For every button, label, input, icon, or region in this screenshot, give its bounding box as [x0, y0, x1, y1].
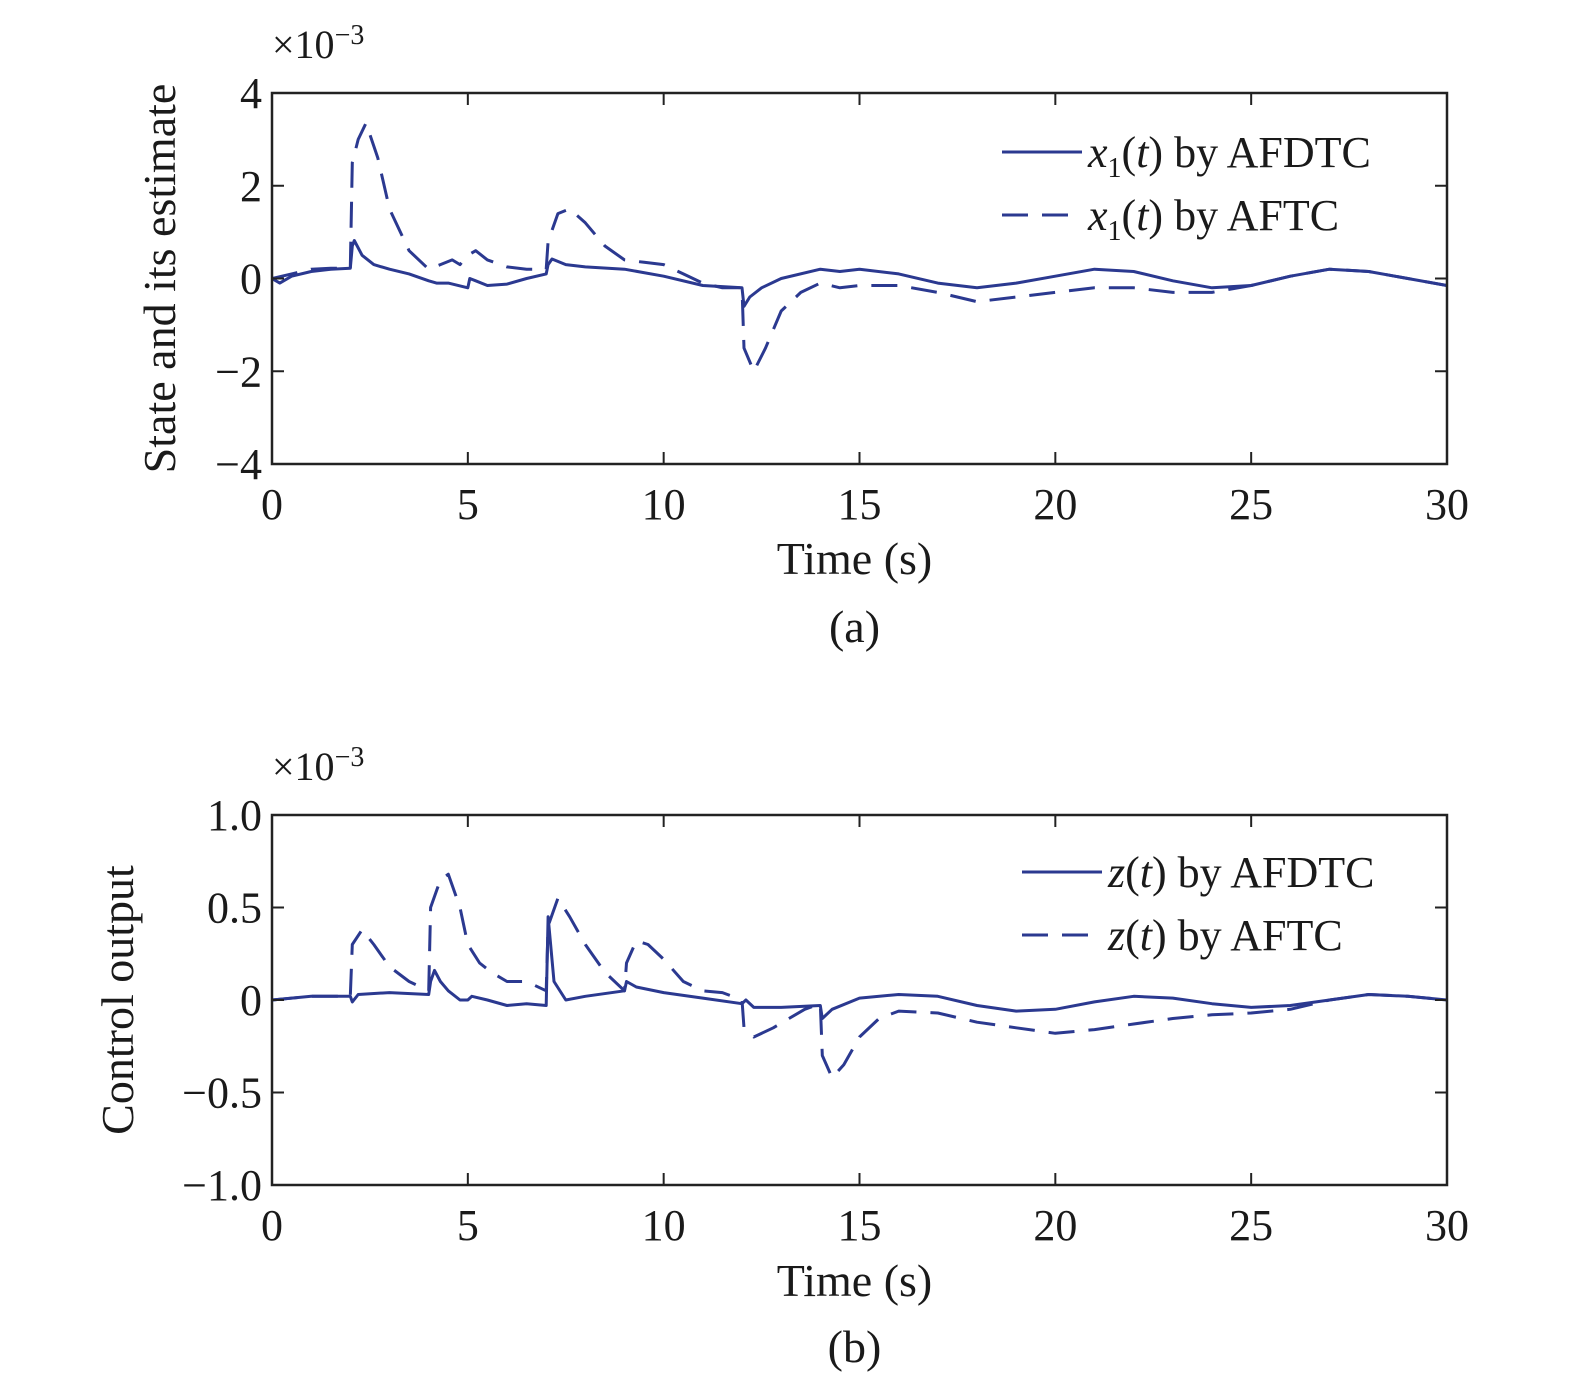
y-multiplier-base: ×10: [272, 744, 335, 789]
chart-panel-1: 0 5 10 15 20 25 30 −4 −2 0 2 4×10−3 State and its es…: [134, 20, 1469, 652]
legend-var: x: [1087, 191, 1108, 240]
legend-sub: 1: [1108, 216, 1122, 247]
y-tick-label: 4: [240, 69, 262, 118]
chart-panel-2: 0 5 10 15 20 25 30 −1.0 −0.5 0 0.5 1.0×10−3 Control …: [92, 742, 1469, 1372]
x-axis-label: Time (s): [777, 1255, 933, 1306]
x-tick-label: 30: [1425, 1201, 1469, 1250]
legend-arg: t: [1136, 191, 1150, 240]
legend-paren: (: [1125, 848, 1140, 897]
legend-paren: (: [1122, 128, 1137, 177]
legend-suffix: ) by AFDTC: [1152, 848, 1374, 897]
legend-var: x: [1087, 128, 1108, 177]
x-axis-label: Time (s): [777, 533, 933, 584]
legend-arg: t: [1140, 848, 1154, 897]
legend-suffix: ) by AFTC: [1148, 191, 1339, 240]
series-line-aftc: [272, 872, 1447, 1080]
series-line-afdtc: [272, 239, 1447, 308]
legend-entry: z(t) by AFTC: [1107, 911, 1343, 960]
y-multiplier: ×10−3: [272, 742, 364, 789]
x-tick-label: 15: [838, 1201, 882, 1250]
y-tick-label: 0.5: [207, 884, 262, 933]
y-tick-label: 0: [240, 976, 262, 1025]
panel-caption: (a): [829, 601, 880, 652]
x-tick-label: 20: [1033, 1201, 1077, 1250]
legend-paren: (: [1125, 911, 1140, 960]
y-multiplier: ×10−3: [272, 20, 364, 67]
legend-entry: z(t) by AFDTC: [1107, 848, 1375, 897]
y-multiplier-base: ×10: [272, 22, 335, 67]
series-line-afdtc: [272, 915, 1447, 1020]
x-tick-label: 10: [642, 1201, 686, 1250]
x-tick-label: 10: [642, 480, 686, 529]
y-tick-label: −0.5: [182, 1069, 262, 1118]
y-multiplier-exp: −3: [335, 742, 365, 773]
legend-entry: x1(t) by AFDTC: [1087, 128, 1371, 184]
y-tick-label: 1.0: [207, 791, 262, 840]
legend-suffix: ) by AFDTC: [1148, 128, 1370, 177]
x-tick-label: 15: [838, 480, 882, 529]
y-tick-label: 2: [240, 162, 262, 211]
y-axis-label: Control output: [92, 865, 143, 1135]
legend-var: z: [1107, 911, 1125, 960]
x-tick-label: 25: [1229, 480, 1273, 529]
y-axis-label: State and its estimate: [134, 84, 185, 474]
x-tick-label: 5: [457, 1201, 479, 1250]
y-tick-label: 0: [240, 255, 262, 304]
series-line-aftc: [272, 121, 1447, 373]
legend-sub: 1: [1108, 153, 1122, 184]
legend-arg: t: [1136, 128, 1150, 177]
legend-arg: t: [1140, 911, 1154, 960]
legend-var: z: [1107, 848, 1125, 897]
x-tick-label: 5: [457, 480, 479, 529]
x-tick-label: 20: [1033, 480, 1077, 529]
legend-paren: (: [1122, 191, 1137, 240]
legend-suffix: ) by AFTC: [1152, 911, 1343, 960]
x-tick-label: 25: [1229, 1201, 1273, 1250]
y-multiplier-exp: −3: [335, 20, 365, 51]
x-tick-label: 30: [1425, 480, 1469, 529]
panel-caption: (b): [828, 1321, 882, 1372]
x-tick-label: 0: [261, 1201, 283, 1250]
legend-entry: x1(t) by AFTC: [1087, 191, 1339, 247]
y-tick-label: −4: [215, 440, 262, 489]
y-tick-label: −2: [215, 347, 262, 396]
x-tick-label: 0: [261, 480, 283, 529]
y-tick-label: −1.0: [182, 1161, 262, 1210]
